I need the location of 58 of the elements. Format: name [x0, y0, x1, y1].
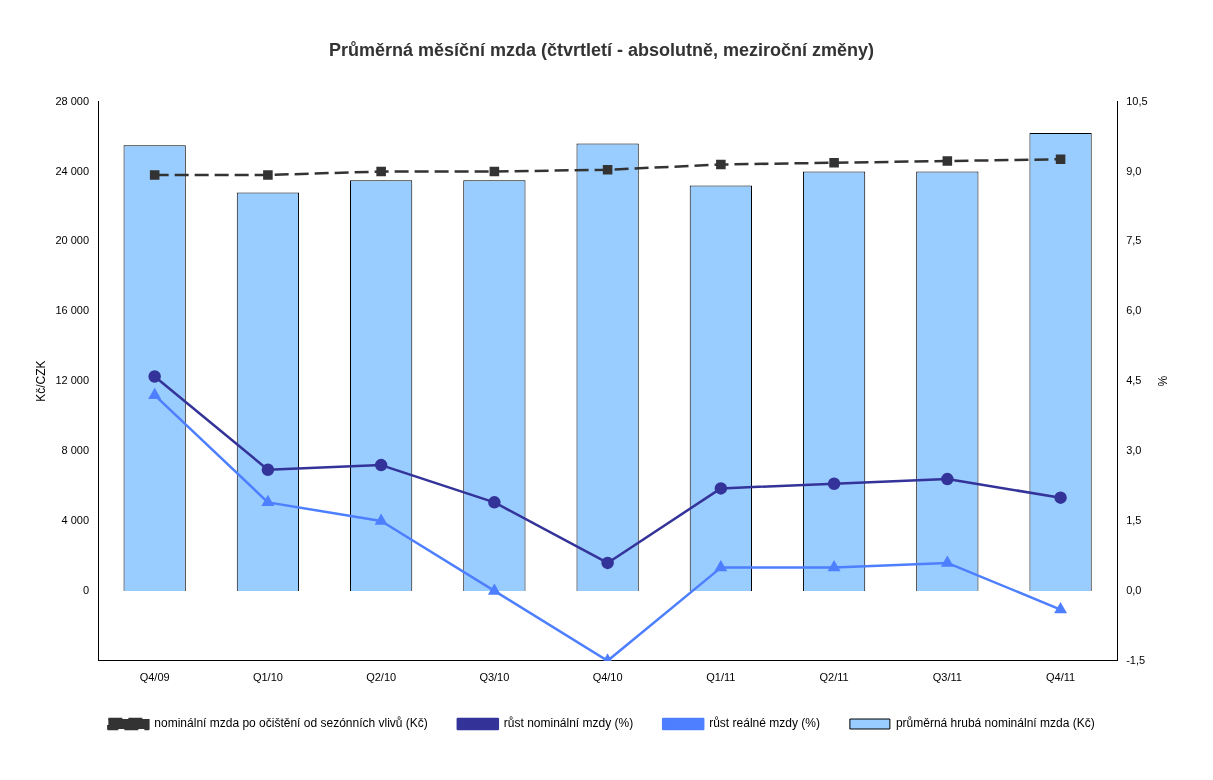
point	[714, 482, 728, 495]
y-tick-label: 24 000	[55, 164, 90, 177]
chart-title: Průměrná měsíční mzda (čtvrtletí - absolutně, meziroční změny)	[328, 39, 875, 60]
point	[488, 584, 500, 595]
point	[942, 156, 953, 166]
y-tick-label: 20 000	[55, 234, 90, 247]
x-tick-label: Q3/11	[932, 671, 962, 684]
point	[602, 164, 613, 175]
point	[374, 458, 388, 472]
point	[828, 561, 840, 572]
y-tick-label: 16 000	[55, 304, 90, 317]
y2-tick-label: 10,5	[1126, 94, 1148, 107]
point	[375, 514, 387, 525]
point	[716, 159, 726, 170]
x-tick-label: Q3/10	[479, 671, 510, 684]
point	[149, 170, 160, 180]
point	[262, 496, 274, 507]
y2-tick-label: 6,0	[1126, 304, 1142, 317]
point	[827, 477, 841, 490]
y2-tick-label: 0,0	[1126, 583, 1142, 596]
y-tick-label: 12 000	[55, 374, 90, 387]
point	[601, 556, 614, 570]
y-tick-label: 4 000	[61, 514, 90, 527]
x-tick-label: Q1/10	[252, 671, 283, 684]
y2-tick-label: 3,0	[1126, 444, 1142, 457]
y2-tick-label: -1,5	[1126, 653, 1146, 666]
point	[715, 561, 727, 572]
point	[1055, 154, 1066, 165]
x-tick-label: Q1/11	[706, 671, 736, 684]
y-tick-label: 8 000	[61, 444, 90, 457]
y2-axis-title: %	[1155, 375, 1170, 387]
x-tick-label: Q2/10	[366, 671, 397, 684]
y2-tick-label: 1,5	[1126, 514, 1142, 527]
legend-label: nominální mzda po očištění od sezónních vlivů (Kč)	[154, 716, 428, 731]
x-tick-label: Q4/11	[1045, 671, 1076, 684]
point	[1054, 603, 1067, 614]
point	[829, 157, 839, 168]
point	[148, 370, 161, 383]
x-tick-label: Q2/11	[819, 671, 849, 684]
y2-tick-label: 9,0	[1126, 164, 1142, 177]
y2-tick-label: 4,5	[1126, 374, 1142, 387]
y-tick-label: 0	[82, 583, 90, 596]
y2-tick-label: 7,5	[1126, 234, 1142, 247]
point	[1054, 491, 1067, 504]
legend-label: průměrná hrubá nominální mzda (Kč)	[895, 716, 1095, 731]
point	[941, 472, 954, 486]
point	[488, 496, 501, 509]
point	[263, 170, 273, 180]
x-tick-label: Q4/10	[592, 671, 623, 684]
legend-label: růst nominální mzdy (%)	[503, 716, 634, 731]
point	[376, 166, 386, 177]
y-axis-title: Kč/CZK	[33, 360, 48, 402]
point	[261, 463, 275, 476]
legend-label: růst reálné mzdy (%)	[709, 716, 820, 731]
y-tick-label: 28 000	[55, 94, 90, 107]
point	[941, 556, 953, 567]
x-tick-label: Q4/09	[139, 671, 170, 684]
point	[489, 166, 500, 177]
